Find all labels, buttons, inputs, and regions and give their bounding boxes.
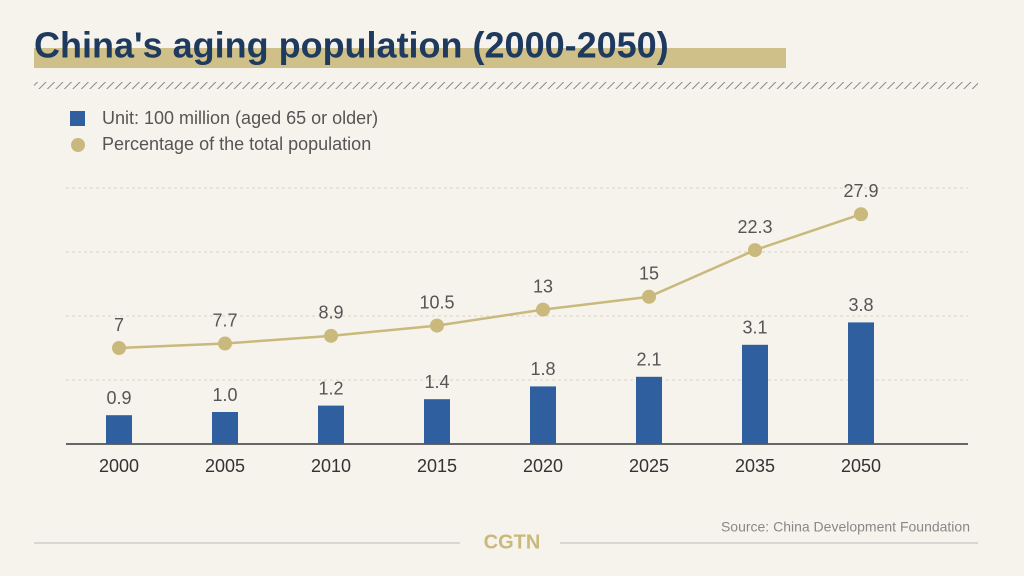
x-tick-label: 2000 <box>99 456 139 476</box>
data-label: 3.1 <box>742 318 767 338</box>
data-label: 15 <box>639 264 659 284</box>
bar <box>636 376 662 444</box>
divider <box>34 82 978 89</box>
bar <box>848 322 874 444</box>
data-label: 7.7 <box>212 310 237 330</box>
x-tick-label: 2005 <box>205 456 245 476</box>
data-label: 13 <box>533 276 553 296</box>
legend-label: Unit: 100 million (aged 65 or older) <box>102 108 378 128</box>
data-label: 10.5 <box>419 292 454 312</box>
data-label: 7 <box>114 315 124 335</box>
line-point <box>324 328 338 343</box>
data-label: 8.9 <box>318 303 343 323</box>
data-label: 1.2 <box>318 378 343 398</box>
x-tick-label: 2010 <box>311 456 351 476</box>
bar <box>106 415 132 444</box>
data-label: 1.8 <box>530 359 555 379</box>
bar <box>318 405 344 444</box>
logo: CGTN <box>484 531 541 553</box>
line-point <box>854 207 868 222</box>
bar <box>530 386 556 444</box>
x-tick-label: 2035 <box>735 456 775 476</box>
line-point <box>536 302 550 317</box>
line-point <box>430 318 444 333</box>
data-label: 3.8 <box>848 295 873 315</box>
source: Source: China Development Foundation <box>721 519 970 535</box>
data-label: 27.9 <box>843 181 878 201</box>
line-point <box>218 336 232 351</box>
x-tick-label: 2025 <box>629 456 669 476</box>
bar <box>212 412 238 444</box>
line-point <box>642 289 656 304</box>
line-point <box>748 243 762 258</box>
x-tick-label: 2020 <box>523 456 563 476</box>
bar <box>742 344 768 444</box>
title-highlight <box>34 48 786 68</box>
data-label: 1.0 <box>212 385 237 405</box>
bar <box>424 399 450 444</box>
data-label: 22.3 <box>737 217 772 237</box>
x-tick-label: 2050 <box>841 456 881 476</box>
legend-swatch <box>71 138 85 152</box>
line <box>118 213 862 350</box>
data-label: 1.4 <box>424 372 449 392</box>
chart-title: China's aging population (2000-2050) <box>34 25 669 66</box>
line-point <box>112 341 126 355</box>
data-label: 0.9 <box>106 388 131 408</box>
legend-label: Percentage of the total population <box>102 134 371 154</box>
data-label: 2.1 <box>636 350 661 370</box>
x-tick-label: 2015 <box>417 456 457 476</box>
legend-swatch <box>70 111 85 126</box>
